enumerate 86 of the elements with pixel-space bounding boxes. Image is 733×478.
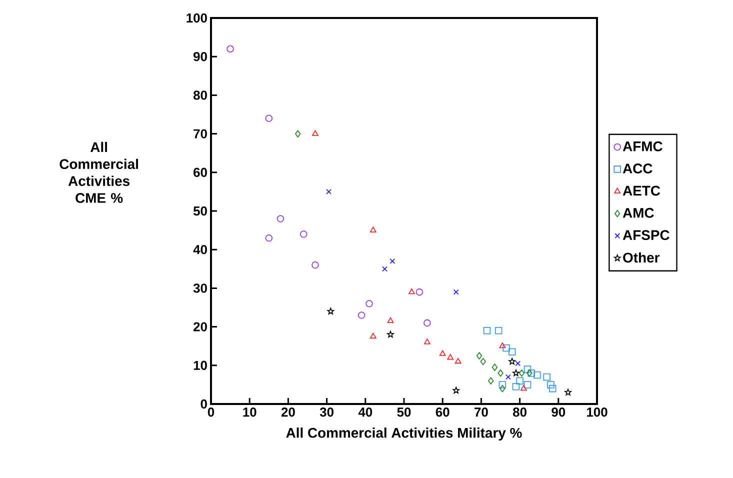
- y-tick-label: 0: [200, 399, 207, 409]
- point: [564, 388, 572, 396]
- y-tick-label: 70: [194, 129, 207, 138]
- point: [526, 369, 532, 377]
- legend-label: AFMC: [622, 141, 662, 152]
- y-tick-label: 60: [194, 168, 207, 177]
- point: [524, 381, 532, 388]
- y-tick-label: 20: [194, 322, 207, 332]
- legend-label: AFSPC: [622, 230, 670, 240]
- point: [416, 288, 424, 296]
- point: [327, 308, 334, 314]
- point: [502, 344, 510, 352]
- point: [492, 364, 498, 371]
- point: [483, 327, 491, 334]
- point: [387, 330, 394, 338]
- point: [498, 381, 506, 388]
- y-axis-title: All Commercial Activities CME %: [60, 142, 138, 203]
- x-tick-label: 50: [397, 408, 411, 417]
- point: [516, 377, 524, 384]
- point: [498, 369, 504, 377]
- point: [447, 354, 454, 360]
- point: [265, 234, 273, 242]
- point: [488, 377, 494, 384]
- point: [366, 300, 373, 308]
- y-tick-label: 80: [193, 90, 207, 100]
- point: [494, 327, 502, 334]
- point: [512, 382, 520, 390]
- point: [312, 130, 318, 136]
- point: [439, 350, 446, 356]
- point: [500, 384, 506, 392]
- point: [508, 348, 516, 356]
- point: [476, 352, 482, 360]
- point: [276, 215, 284, 222]
- point: [370, 226, 376, 232]
- x-tick-label: 60: [436, 408, 450, 417]
- point: [454, 358, 462, 364]
- x-tick-label: 70: [474, 408, 488, 417]
- point: [300, 230, 308, 238]
- x-tick-label: 40: [358, 408, 372, 417]
- point: [518, 369, 525, 377]
- y-tick-label: 50: [193, 206, 207, 216]
- point: [226, 45, 234, 53]
- point: [390, 258, 396, 264]
- point: [453, 289, 459, 295]
- x-tick-label: 10: [243, 408, 256, 417]
- x-tick-label: 0: [208, 408, 214, 417]
- point: [512, 369, 520, 376]
- point: [382, 266, 388, 272]
- y-tick-label: 100: [186, 13, 207, 23]
- point: [520, 384, 527, 391]
- x-tick-label: 100: [587, 408, 608, 417]
- legend-label: Other: [623, 252, 660, 263]
- point: [524, 366, 532, 373]
- point: [452, 386, 460, 394]
- point: [408, 288, 415, 294]
- point: [547, 381, 554, 388]
- legend-label: AMC: [622, 208, 654, 218]
- x-tick-label: 30: [320, 408, 334, 417]
- point: [295, 130, 301, 138]
- point: [312, 261, 319, 269]
- x-tick-label: 90: [552, 408, 566, 417]
- x-axis-title: All Commercial Activities Military %: [286, 428, 522, 441]
- legend-label: ACC: [622, 164, 652, 174]
- point: [506, 374, 511, 380]
- y-tick-label: 30: [193, 284, 207, 293]
- x-tick-label: 80: [513, 408, 526, 417]
- point: [508, 358, 516, 365]
- point: [548, 384, 556, 392]
- point: [387, 317, 394, 324]
- point: [528, 369, 536, 377]
- legend-label: AETC: [622, 186, 660, 196]
- point: [424, 338, 430, 344]
- point: [515, 360, 521, 366]
- y-tick-label: 40: [193, 245, 207, 254]
- point: [543, 373, 550, 381]
- point: [480, 358, 486, 366]
- y-tick-label: 10: [194, 360, 207, 370]
- point: [265, 114, 273, 122]
- point: [358, 312, 366, 319]
- point: [499, 342, 506, 348]
- point: [534, 371, 541, 379]
- point: [424, 319, 431, 327]
- point: [326, 188, 332, 194]
- point: [370, 332, 376, 338]
- y-tick-label: 90: [194, 52, 207, 62]
- x-tick-label: 20: [281, 408, 295, 417]
